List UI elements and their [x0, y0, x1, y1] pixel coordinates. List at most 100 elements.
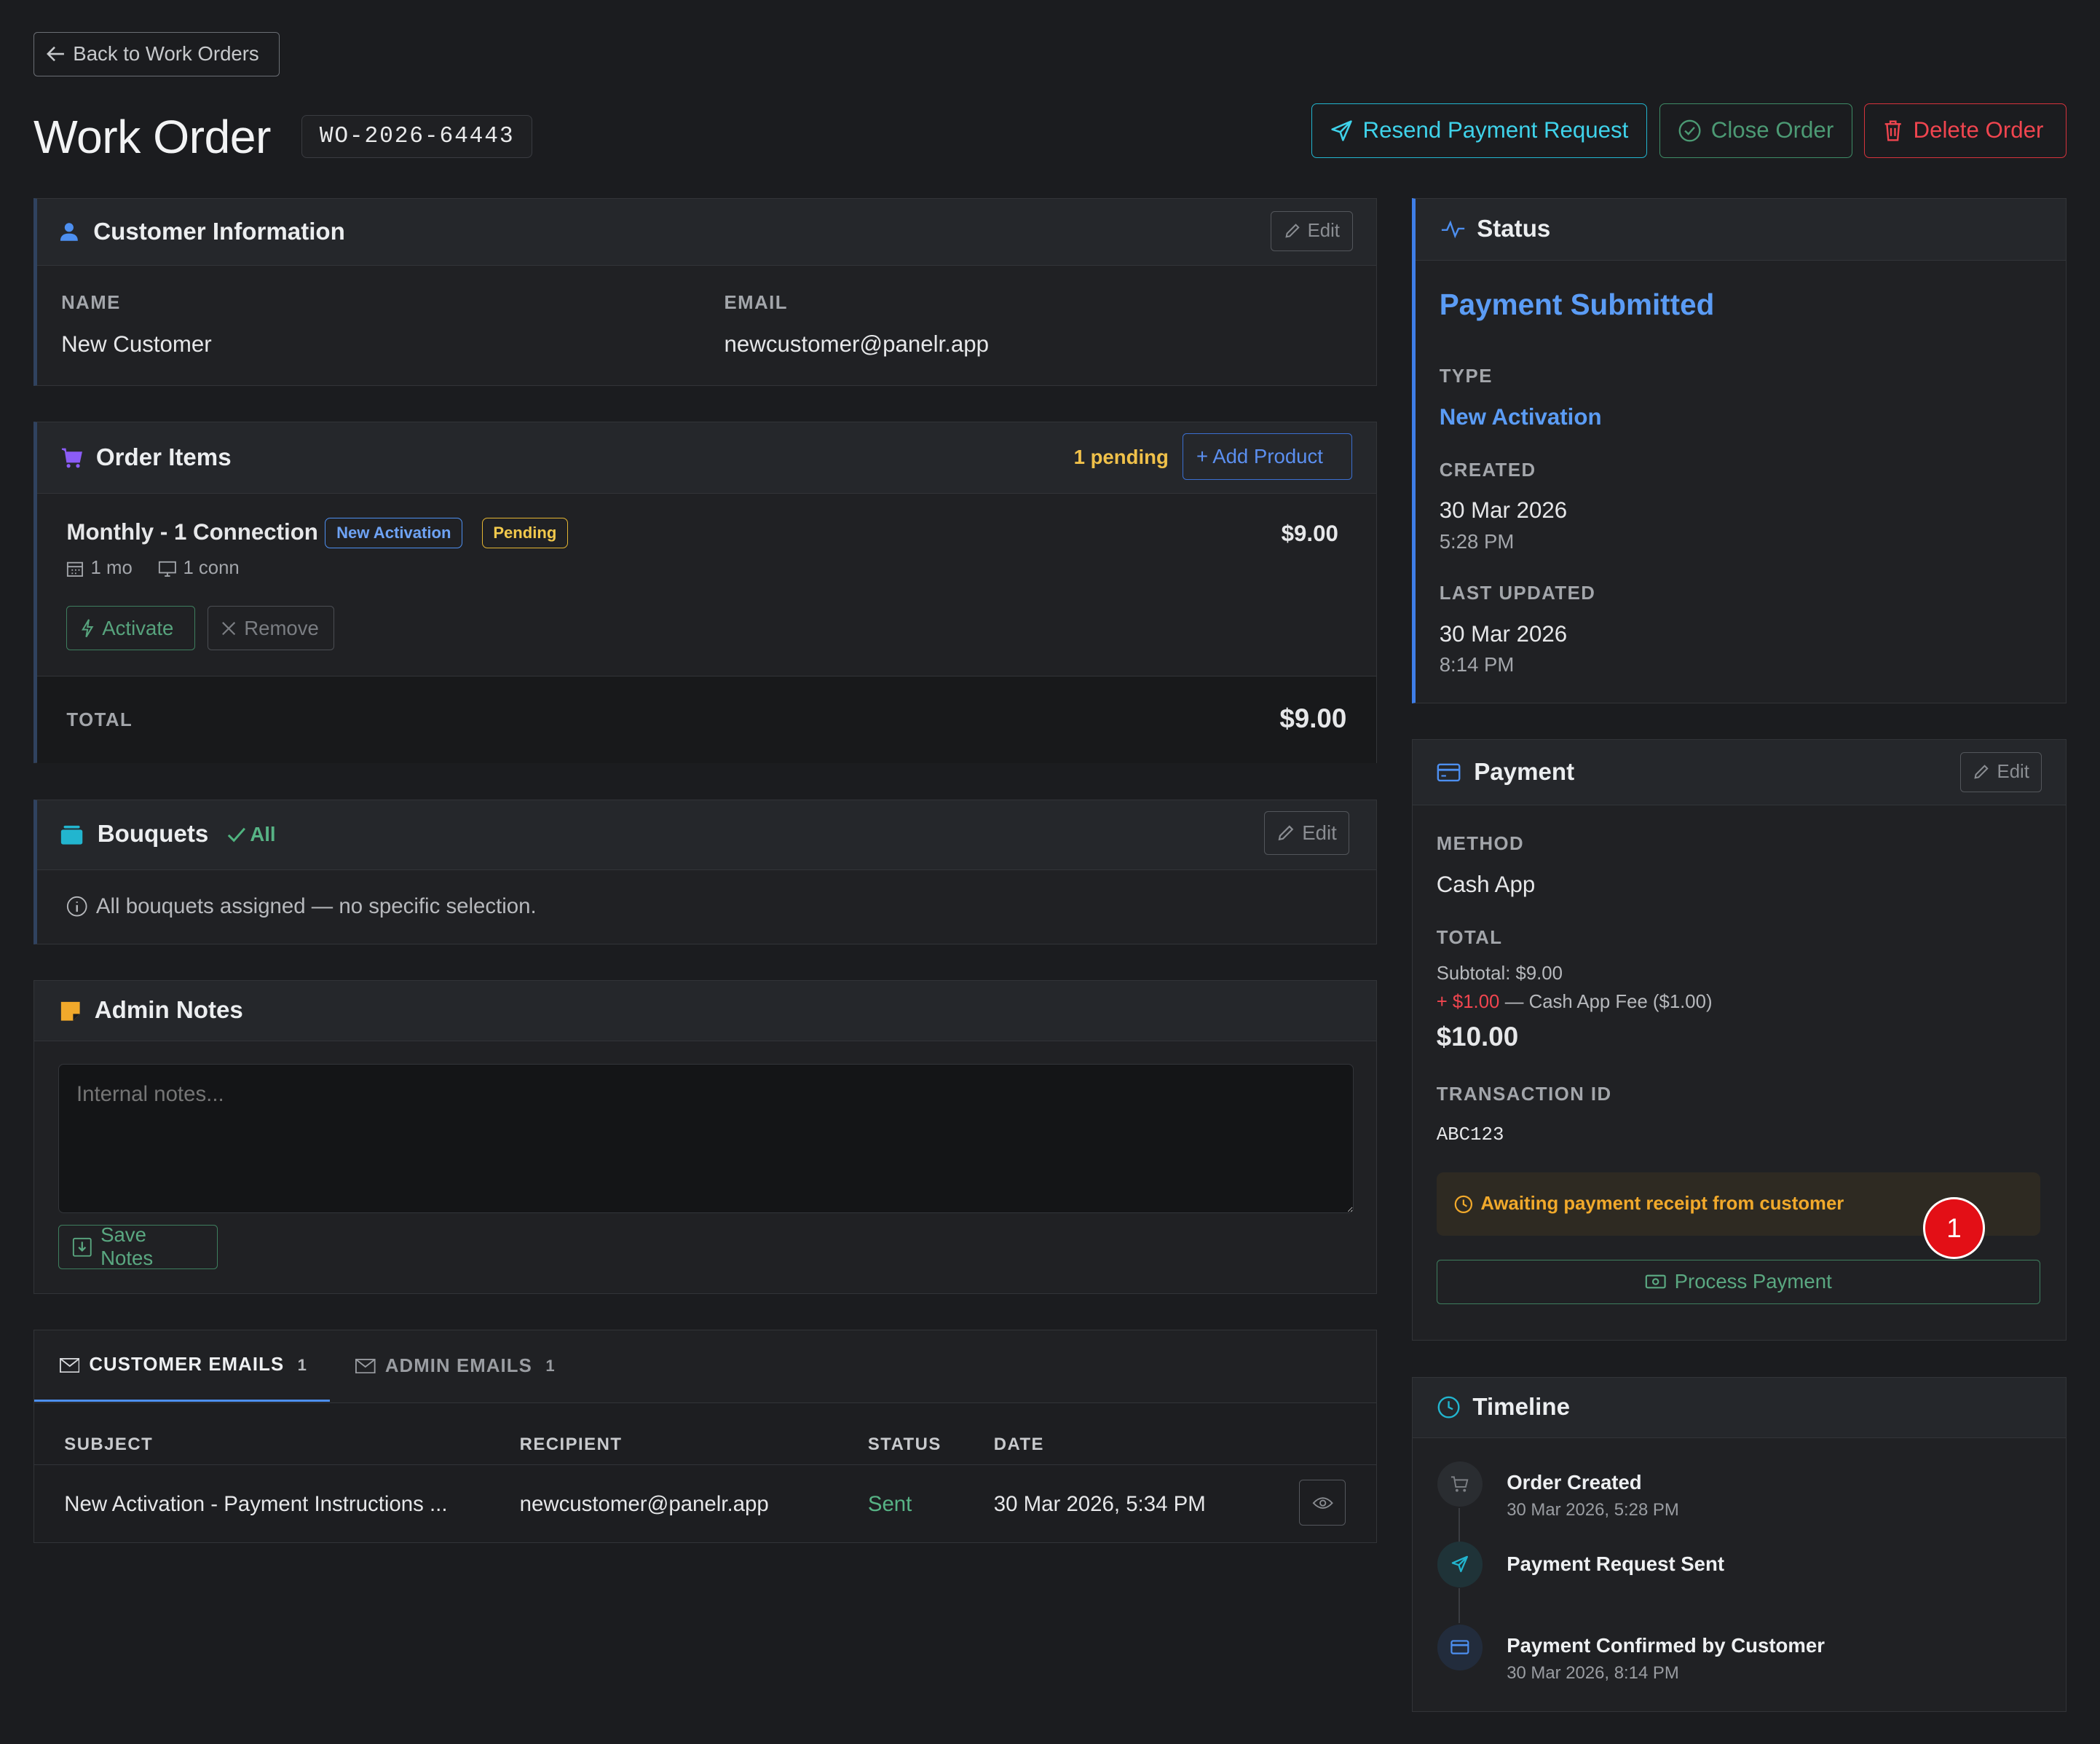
duration-text: 1 mo [90, 558, 133, 579]
order-items-card: Order Items 1 pending + Add Product Mont… [33, 422, 1377, 764]
bouquets-info-text: All bouquets assigned — no specific sele… [95, 893, 537, 918]
cash-icon [1645, 1274, 1666, 1290]
edit-label: Edit [1997, 761, 2029, 782]
updated-date: 30 Mar 2026 [1439, 620, 1568, 647]
awaiting-text: Awaiting payment receipt from customer [1480, 1193, 1844, 1215]
email-tabs [33, 1330, 1376, 1403]
method-value: Cash App [1436, 871, 1536, 897]
add-product-button[interactable]: + Add Product [1182, 433, 1353, 481]
email-date: 30 Mar 2026, 5:34 PM [993, 1491, 1206, 1516]
pencil-icon [1276, 824, 1295, 843]
save-notes-label: Save Notes [100, 1223, 154, 1270]
status-value: Payment Submitted [1439, 287, 1715, 321]
column-header-subject: SUBJECT [64, 1434, 154, 1454]
payment-total-label: TOTAL [1436, 927, 1503, 948]
mail-icon [355, 1359, 376, 1374]
send-icon [1330, 119, 1354, 143]
timeline-header: Timeline [1412, 1377, 2067, 1438]
timeline-event-title: Payment Request Sent [1507, 1552, 1725, 1575]
tab-customer-emails[interactable]: CUSTOMER EMAILS 1 [33, 1330, 331, 1402]
check-circle-icon [1678, 119, 1702, 143]
item-connections: 1 conn [158, 558, 240, 579]
timeline-event-icon [1437, 1625, 1483, 1670]
item-status-badge: Pending [481, 517, 569, 549]
clock-icon [1454, 1195, 1473, 1214]
timeline-event-time: 30 Mar 2026, 5:28 PM [1507, 1500, 1679, 1520]
credit-card-icon [1437, 763, 1461, 782]
back-label: Back to Work Orders [73, 42, 259, 66]
table-divider [33, 1464, 1376, 1465]
status-card: Status Payment Submitted TYPE New Activa… [1411, 198, 2067, 703]
updated-label: LAST UPDATED [1439, 583, 1596, 604]
email-label: EMAIL [724, 292, 788, 313]
table-row[interactable]: New Activation - Payment Instructions ..… [35, 1465, 1375, 1542]
process-payment-label: Process Payment [1674, 1270, 1832, 1293]
resend-payment-request-button[interactable]: Resend Payment Request [1311, 103, 1648, 159]
delete-order-button[interactable]: Delete Order [1864, 103, 2067, 159]
payment-total: $10.00 [1436, 1021, 1519, 1051]
cart-icon [61, 447, 83, 468]
bouquets-edit-button[interactable]: Edit [1263, 810, 1350, 856]
admin-notes-title: Admin Notes [94, 997, 243, 1025]
back-to-work-orders-button[interactable]: Back to Work Orders [33, 32, 280, 76]
created-time: 5:28 PM [1439, 529, 1515, 553]
add-product-label: + Add Product [1196, 445, 1323, 468]
arrow-left-icon [46, 46, 66, 62]
fee-line: + $1.00 — Cash App Fee ($1.00) [1437, 992, 1713, 1013]
email-status: Sent [867, 1491, 912, 1516]
subtotal: Subtotal: $9.00 [1436, 963, 1563, 985]
item-duration: 1 mo [66, 558, 133, 579]
column-header-recipient: RECIPIENT [519, 1434, 623, 1454]
connections-text: 1 conn [183, 558, 240, 579]
remove-button[interactable]: Remove [207, 606, 335, 651]
activate-button[interactable]: Activate [66, 606, 195, 651]
close-order-button[interactable]: Close Order [1659, 103, 1852, 159]
emails-card: CUSTOMER EMAILS 1 ADMIN EMAILS 1 [33, 1330, 1377, 1543]
txn-id: ABC123 [1436, 1124, 1504, 1146]
activity-icon [1441, 220, 1465, 239]
status-header: Status [1415, 199, 2067, 261]
save-icon [72, 1237, 92, 1258]
pending-count: 1 pending [1073, 445, 1169, 468]
bouquets-info: All bouquets assigned — no specific sele… [66, 893, 537, 919]
process-payment-button[interactable]: Process Payment [1436, 1259, 2041, 1304]
tab-admin-emails[interactable]: ADMIN EMAILS 1 [355, 1330, 555, 1401]
type-value: New Activation [1439, 403, 1602, 430]
view-email-button[interactable] [1299, 1480, 1346, 1526]
type-label: TYPE [1439, 366, 1493, 387]
payment-card: Payment Edit METHOD Cash App TOTAL Subto… [1411, 739, 2067, 1341]
order-items-title: Order Items [95, 443, 232, 471]
edit-label: Edit [1307, 220, 1340, 241]
bouquets-title: Bouquets [97, 821, 209, 848]
timeline-card: Timeline [1411, 1376, 2067, 1712]
customer-information-card: Customer Information Edit NAME New Custo… [33, 198, 1377, 386]
order-items-header: Order Items [36, 422, 1376, 494]
tab-count: 1 [297, 1355, 307, 1374]
lightning-icon [81, 618, 94, 639]
timeline-connector [1458, 1508, 1460, 1543]
payment-header: Payment [1412, 740, 2067, 806]
customer-name: New Customer [61, 331, 212, 358]
pencil-icon [1973, 763, 1990, 781]
column-header-status: STATUS [867, 1434, 942, 1454]
customer-edit-button[interactable]: Edit [1270, 210, 1353, 251]
trash-icon [1882, 119, 1903, 143]
fee-desc: — Cash App Fee ($1.00) [1504, 992, 1713, 1013]
remove-label: Remove [244, 616, 319, 639]
created-label: CREATED [1439, 459, 1536, 481]
layers-icon [60, 824, 84, 845]
email-subject: New Activation - Payment Instructions ..… [64, 1491, 448, 1516]
user-icon [60, 222, 79, 242]
item-name: Monthly - 1 Connection [66, 518, 318, 545]
timeline-event-icon [1437, 1461, 1483, 1507]
fee-amount: + $1.00 [1436, 992, 1500, 1013]
timeline-connector [1458, 1588, 1460, 1624]
payment-edit-button[interactable]: Edit [1959, 751, 2042, 792]
payment-title: Payment [1474, 758, 1575, 786]
bouquets-all: All [250, 823, 276, 846]
save-notes-button[interactable]: Save Notes [58, 1223, 218, 1270]
admin-notes-textarea[interactable] [58, 1064, 1354, 1213]
tab-label: ADMIN EMAILS [384, 1355, 532, 1376]
order-id-badge: WO-2026-64443 [301, 115, 533, 159]
item-type-badge: New Activation [325, 517, 463, 549]
